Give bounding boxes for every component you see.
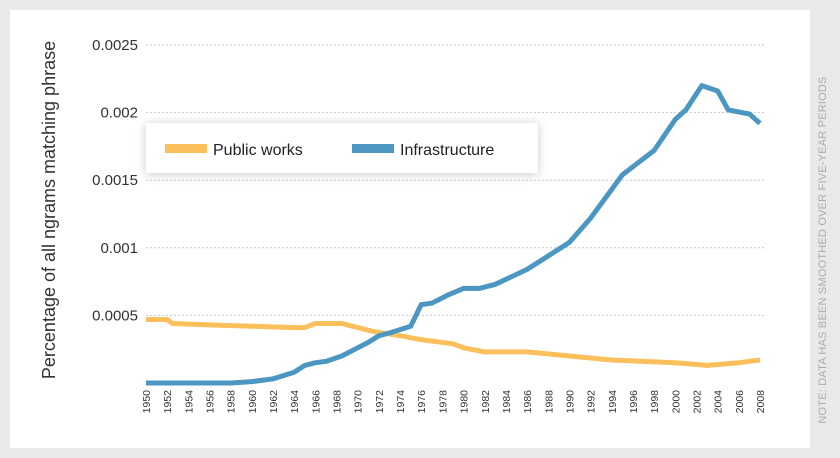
legend-label-public-works: Public works <box>213 142 303 159</box>
x-tick-label: 2006 <box>734 390 746 414</box>
x-tick-label: 1950 <box>141 390 153 414</box>
y-axis-title: Percentage of all ngrams matching phrase <box>39 41 59 379</box>
x-tick-label: 1974 <box>395 390 407 414</box>
chart-card: 0.0005 0.001 0.0015 0.002 0.0025 1950 1952 195… <box>10 10 810 448</box>
x-tick-label: 1952 <box>162 390 174 414</box>
x-tick-label: 1972 <box>374 390 386 414</box>
x-tick-label: 1994 <box>607 390 619 414</box>
y-tick-label: 0.002 <box>100 105 138 122</box>
x-tick-label: 1978 <box>437 390 449 414</box>
y-tick-label: 0.0005 <box>92 307 138 324</box>
x-tick-label: 1956 <box>205 390 217 414</box>
y-axis-tick-labels: 0.0005 0.001 0.0015 0.002 0.0025 <box>92 37 138 324</box>
legend-swatch-public-works <box>165 144 207 153</box>
x-axis-tick-labels: 1950 1952 1954 1956 1958 1960 1962 1964 1966 1968… <box>141 390 767 414</box>
x-tick-label: 1960 <box>247 390 259 414</box>
x-tick-label: 2004 <box>713 390 725 414</box>
series-lines <box>146 83 762 386</box>
x-tick-label: 1996 <box>628 390 640 414</box>
legend: Public works Infrastructure <box>146 123 538 173</box>
y-tick-label: 0.001 <box>100 240 138 257</box>
x-tick-label: 1998 <box>649 390 661 414</box>
x-tick-label: 1976 <box>416 390 428 414</box>
legend-box <box>146 123 538 173</box>
x-tick-label: 1954 <box>183 390 195 414</box>
y-tick-label: 0.0015 <box>92 172 138 189</box>
series-line-public-works <box>146 317 761 368</box>
legend-label-infrastructure: Infrastructure <box>400 142 494 159</box>
x-tick-label: 1964 <box>289 390 301 414</box>
gridlines <box>146 44 765 316</box>
x-tick-label: 1962 <box>268 390 280 414</box>
smoothing-note: NOTE: DATA HAS BEEN SMOOTHED OVER FIVE-Y… <box>817 76 829 423</box>
series-line-infrastructure <box>146 83 762 386</box>
x-tick-label: 1958 <box>226 390 238 414</box>
x-tick-label: 2008 <box>755 390 767 414</box>
x-tick-label: 1984 <box>501 390 513 414</box>
x-tick-label: 1988 <box>543 390 555 414</box>
x-tick-label: 1992 <box>586 390 598 414</box>
x-tick-label: 2000 <box>670 390 682 414</box>
x-tick-label: 2002 <box>691 390 703 414</box>
x-tick-label: 1990 <box>564 390 576 414</box>
x-tick-label: 1968 <box>332 390 344 414</box>
x-tick-label: 1980 <box>459 390 471 414</box>
legend-swatch-infrastructure <box>352 144 394 153</box>
x-tick-label: 1970 <box>353 390 365 414</box>
x-tick-label: 1982 <box>480 390 492 414</box>
y-tick-label: 0.0025 <box>92 37 138 54</box>
x-tick-label: 1966 <box>310 390 322 414</box>
x-tick-label: 1986 <box>522 390 534 414</box>
